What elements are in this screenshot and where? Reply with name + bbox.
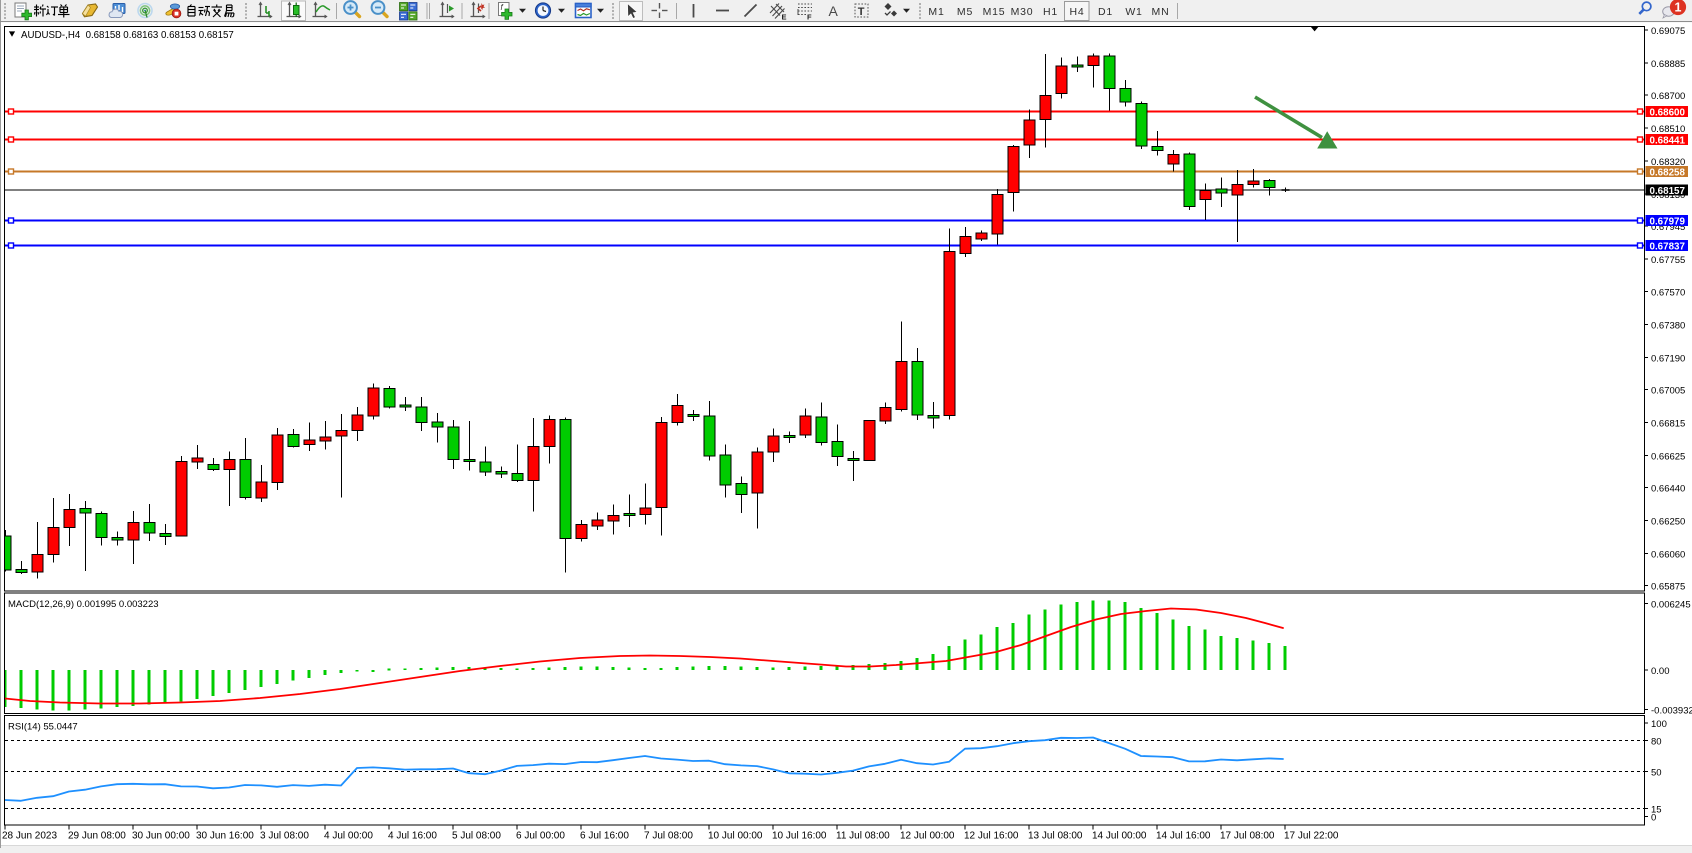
svg-text:T: T [858,6,865,18]
svg-text:7 Jul 08:00: 7 Jul 08:00 [644,831,693,842]
svg-text:M30: M30 [1011,6,1034,18]
svg-text:0.67190: 0.67190 [1651,354,1685,365]
svg-text:0.67837: 0.67837 [1650,242,1686,253]
svg-text:0.00: 0.00 [1651,666,1670,677]
svg-text:12 Jul 16:00: 12 Jul 16:00 [964,831,1019,842]
svg-text:0.68157: 0.68157 [1650,186,1686,197]
svg-text:30 Jun 00:00: 30 Jun 00:00 [132,831,190,842]
svg-text:0.65875: 0.65875 [1651,582,1685,593]
svg-text:0.68885: 0.68885 [1651,59,1685,70]
svg-text:0.68700: 0.68700 [1651,91,1685,102]
svg-text:0.66815: 0.66815 [1651,419,1685,430]
svg-text:0.68600: 0.68600 [1650,108,1686,119]
svg-text:0.67005: 0.67005 [1651,386,1685,397]
svg-text:H4: H4 [1069,6,1084,18]
svg-text:0.006245: 0.006245 [1651,600,1691,611]
svg-text:0.67380: 0.67380 [1651,321,1685,332]
svg-text:11 Jul 08:00: 11 Jul 08:00 [836,831,890,842]
svg-text:MACD(12,26,9) 0.001995 0.00322: MACD(12,26,9) 0.001995 0.003223 [8,599,159,610]
svg-text:0.68510: 0.68510 [1651,124,1685,135]
svg-text:3 Jul 08:00: 3 Jul 08:00 [260,831,309,842]
svg-text:H1: H1 [1043,6,1058,18]
svg-text:D1: D1 [1098,6,1113,18]
svg-text:10 Jul 00:00: 10 Jul 00:00 [708,831,763,842]
svg-text:0.69075: 0.69075 [1651,26,1685,37]
svg-text:M1: M1 [928,6,944,18]
svg-text:14 Jul 16:00: 14 Jul 16:00 [1156,831,1211,842]
svg-text:50: 50 [1651,768,1662,779]
svg-text:100: 100 [1651,719,1667,730]
svg-text:F: F [807,13,812,22]
svg-text:0.67945: 0.67945 [1651,222,1685,233]
svg-text:M15: M15 [983,6,1006,18]
svg-text:f: f [501,3,504,12]
svg-text:0.67570: 0.67570 [1651,288,1685,299]
svg-text:0.66625: 0.66625 [1651,452,1685,463]
svg-text:4 Jul 00:00: 4 Jul 00:00 [324,831,373,842]
svg-text:0.66250: 0.66250 [1651,517,1685,528]
svg-text:17 Jul 22:00: 17 Jul 22:00 [1284,831,1339,842]
svg-text:W1: W1 [1125,6,1142,18]
svg-text:12 Jul 00:00: 12 Jul 00:00 [900,831,955,842]
svg-text:1: 1 [1675,0,1682,14]
svg-text:10 Jul 16:00: 10 Jul 16:00 [772,831,827,842]
svg-text:17 Jul 08:00: 17 Jul 08:00 [1220,831,1275,842]
svg-text:6 Jul 16:00: 6 Jul 16:00 [580,831,629,842]
svg-text:30 Jun 16:00: 30 Jun 16:00 [196,831,254,842]
svg-text:0.66060: 0.66060 [1651,550,1685,561]
svg-text:0.67979: 0.67979 [1650,217,1686,228]
svg-text:0: 0 [1651,813,1656,824]
svg-text:-0.003932: -0.003932 [1651,706,1692,717]
svg-text:0.68441: 0.68441 [1650,136,1686,147]
svg-text:MN: MN [1152,6,1170,18]
svg-text:4 Jul 16:00: 4 Jul 16:00 [388,831,437,842]
svg-text:14 Jul 00:00: 14 Jul 00:00 [1092,831,1147,842]
svg-text:0.68320: 0.68320 [1651,157,1685,168]
svg-text:RSI(14) 55.0447: RSI(14) 55.0447 [8,722,78,733]
svg-text:29 Jun 08:00: 29 Jun 08:00 [68,831,126,842]
svg-text:80: 80 [1651,737,1662,748]
svg-text:0.66440: 0.66440 [1651,484,1685,495]
svg-text:5 Jul 08:00: 5 Jul 08:00 [452,831,501,842]
svg-text:0.67755: 0.67755 [1651,255,1685,266]
svg-text:M5: M5 [957,6,973,18]
svg-text:13 Jul 08:00: 13 Jul 08:00 [1028,831,1083,842]
svg-text:0.68258: 0.68258 [1650,168,1686,179]
svg-text:28 Jun 2023: 28 Jun 2023 [2,831,57,842]
svg-text:AUDUSD-,H4 0.68158 0.68163 0.: AUDUSD-,H4 0.68158 0.68163 0.68153 0.681… [21,30,234,41]
svg-text:15: 15 [1651,805,1662,816]
svg-text:6 Jul 00:00: 6 Jul 00:00 [516,831,565,842]
svg-text:A: A [829,3,839,19]
svg-text:E: E [782,13,787,22]
